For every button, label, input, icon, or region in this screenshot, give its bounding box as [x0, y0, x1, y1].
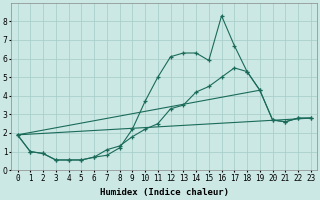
X-axis label: Humidex (Indice chaleur): Humidex (Indice chaleur)	[100, 188, 229, 197]
